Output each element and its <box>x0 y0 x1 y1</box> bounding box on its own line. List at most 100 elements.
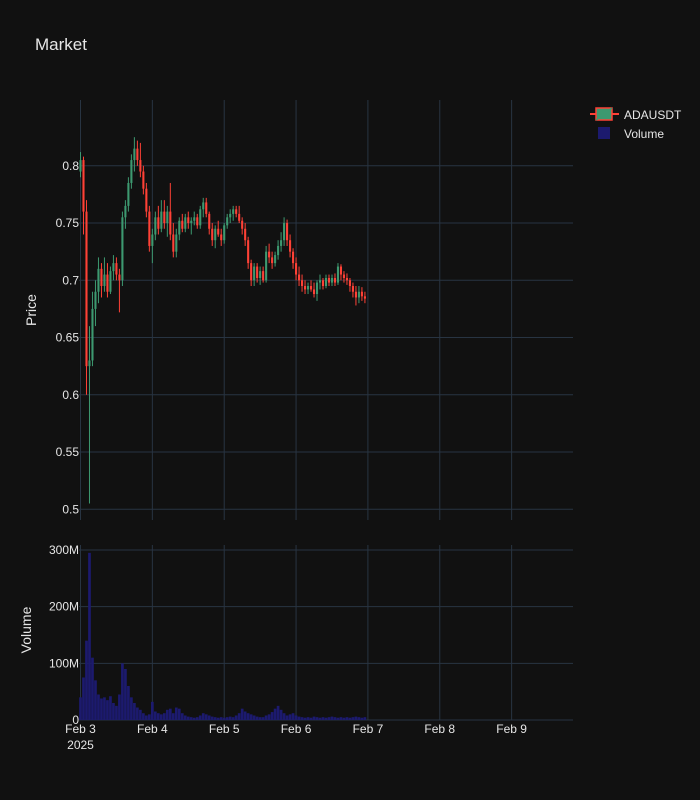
volume-bar <box>342 717 346 720</box>
volume-bar <box>79 697 82 720</box>
candle-body <box>274 255 277 264</box>
volume-bar <box>309 717 313 720</box>
volume-bars <box>79 552 367 720</box>
x-tick-label: Feb 8 <box>424 722 455 736</box>
candle-body <box>303 286 307 290</box>
candle-body <box>91 308 94 361</box>
candle-body <box>283 223 286 241</box>
price-tick-labels: 0.5 0.55 0.6 0.65 0.7 0.75 0.8 <box>56 159 80 516</box>
volume-tick-labels: 0 100M 200M 300M <box>49 543 79 727</box>
volume-bar <box>291 713 295 720</box>
legend[interactable]: ADAUSDT Volume <box>590 107 682 141</box>
volume-bar <box>306 717 310 720</box>
volume-bar <box>276 705 280 720</box>
volume-bar <box>234 715 238 720</box>
candle-body <box>354 291 357 298</box>
volume-bar <box>312 716 316 720</box>
candle-body <box>166 211 169 224</box>
volume-bar <box>100 698 103 720</box>
candle-body <box>336 266 340 283</box>
candle-body <box>184 217 187 229</box>
candle-body <box>235 209 238 214</box>
candle-body <box>333 278 337 283</box>
price-tick-label: 0.5 <box>62 502 79 516</box>
volume-bar <box>345 717 349 720</box>
candle-body <box>154 217 157 235</box>
candle-body <box>169 211 172 235</box>
legend-label-volume: Volume <box>624 127 664 141</box>
legend-label-adausdt: ADAUSDT <box>624 108 682 122</box>
volume-bar <box>267 714 271 720</box>
candle-body <box>127 182 130 206</box>
volume-bar <box>165 709 169 720</box>
candle-body <box>94 291 97 309</box>
price-tick-label: 0.7 <box>62 273 79 287</box>
volume-bar <box>183 715 187 720</box>
candle-body <box>217 228 220 235</box>
volume-bar <box>288 714 292 720</box>
volume-bar <box>82 677 85 720</box>
volume-bar <box>204 714 208 720</box>
candle-body <box>306 286 310 290</box>
legend-item-volume[interactable]: Volume <box>598 127 664 141</box>
volume-bar <box>198 715 202 720</box>
price-tick-label: 0.75 <box>56 216 80 230</box>
candle-body <box>253 266 256 281</box>
volume-bar <box>180 713 184 720</box>
volume-bar <box>282 713 286 720</box>
volume-bar <box>145 715 148 720</box>
volume-bar <box>240 708 244 720</box>
x-tick-label: Feb 9 <box>496 722 527 736</box>
candle-body <box>124 205 127 218</box>
candle-body <box>208 213 211 229</box>
volume-bar <box>210 716 214 720</box>
legend-item-adausdt[interactable]: ADAUSDT <box>590 107 682 122</box>
price-tick-label: 0.8 <box>62 159 79 173</box>
candle-body <box>97 268 100 292</box>
x-tick-label: Feb 7 <box>353 722 384 736</box>
candle-body <box>163 211 166 224</box>
x-tick-label: Feb 4 <box>137 722 168 736</box>
volume-bar <box>109 696 112 720</box>
volume-bar <box>225 717 229 720</box>
volume-bar <box>174 707 178 720</box>
candle-body <box>342 274 346 278</box>
x-tick-label: Feb 5 <box>209 722 240 736</box>
x-tick-label: Feb 3 <box>65 722 96 736</box>
volume-bar <box>189 717 193 720</box>
candle-body <box>309 286 313 290</box>
volume-bar <box>118 694 121 720</box>
candle-body <box>214 228 217 241</box>
candle-body <box>211 228 214 241</box>
candle-body <box>85 211 88 367</box>
volume-bar <box>324 717 328 720</box>
volume-bar <box>142 713 145 720</box>
volume-bar <box>228 716 232 720</box>
candle-body <box>289 240 292 252</box>
volume-bar <box>88 552 91 720</box>
volume-bar <box>153 711 157 720</box>
volume-bar <box>130 697 133 720</box>
candle-body <box>250 263 253 281</box>
candle-body <box>348 280 351 287</box>
volume-bar <box>222 717 226 720</box>
volume-bar <box>363 717 367 720</box>
volume-bar <box>264 715 268 720</box>
candle-body <box>160 211 163 229</box>
candle-body <box>360 291 363 297</box>
volume-bar <box>336 717 340 720</box>
volume-bar <box>177 708 181 720</box>
legend-candle-diagonal <box>595 107 613 121</box>
volume-bar <box>133 703 136 720</box>
price-tick-label: 0.65 <box>56 331 80 345</box>
chart-title: Market <box>35 35 87 54</box>
candle-body <box>277 245 280 256</box>
volume-bar <box>258 717 262 720</box>
candle-body <box>298 274 301 281</box>
volume-bar <box>162 713 166 720</box>
volume-tick-label: 100M <box>49 656 79 670</box>
candle-body <box>268 251 271 258</box>
volume-bar <box>303 717 307 720</box>
candle-body <box>205 202 208 214</box>
